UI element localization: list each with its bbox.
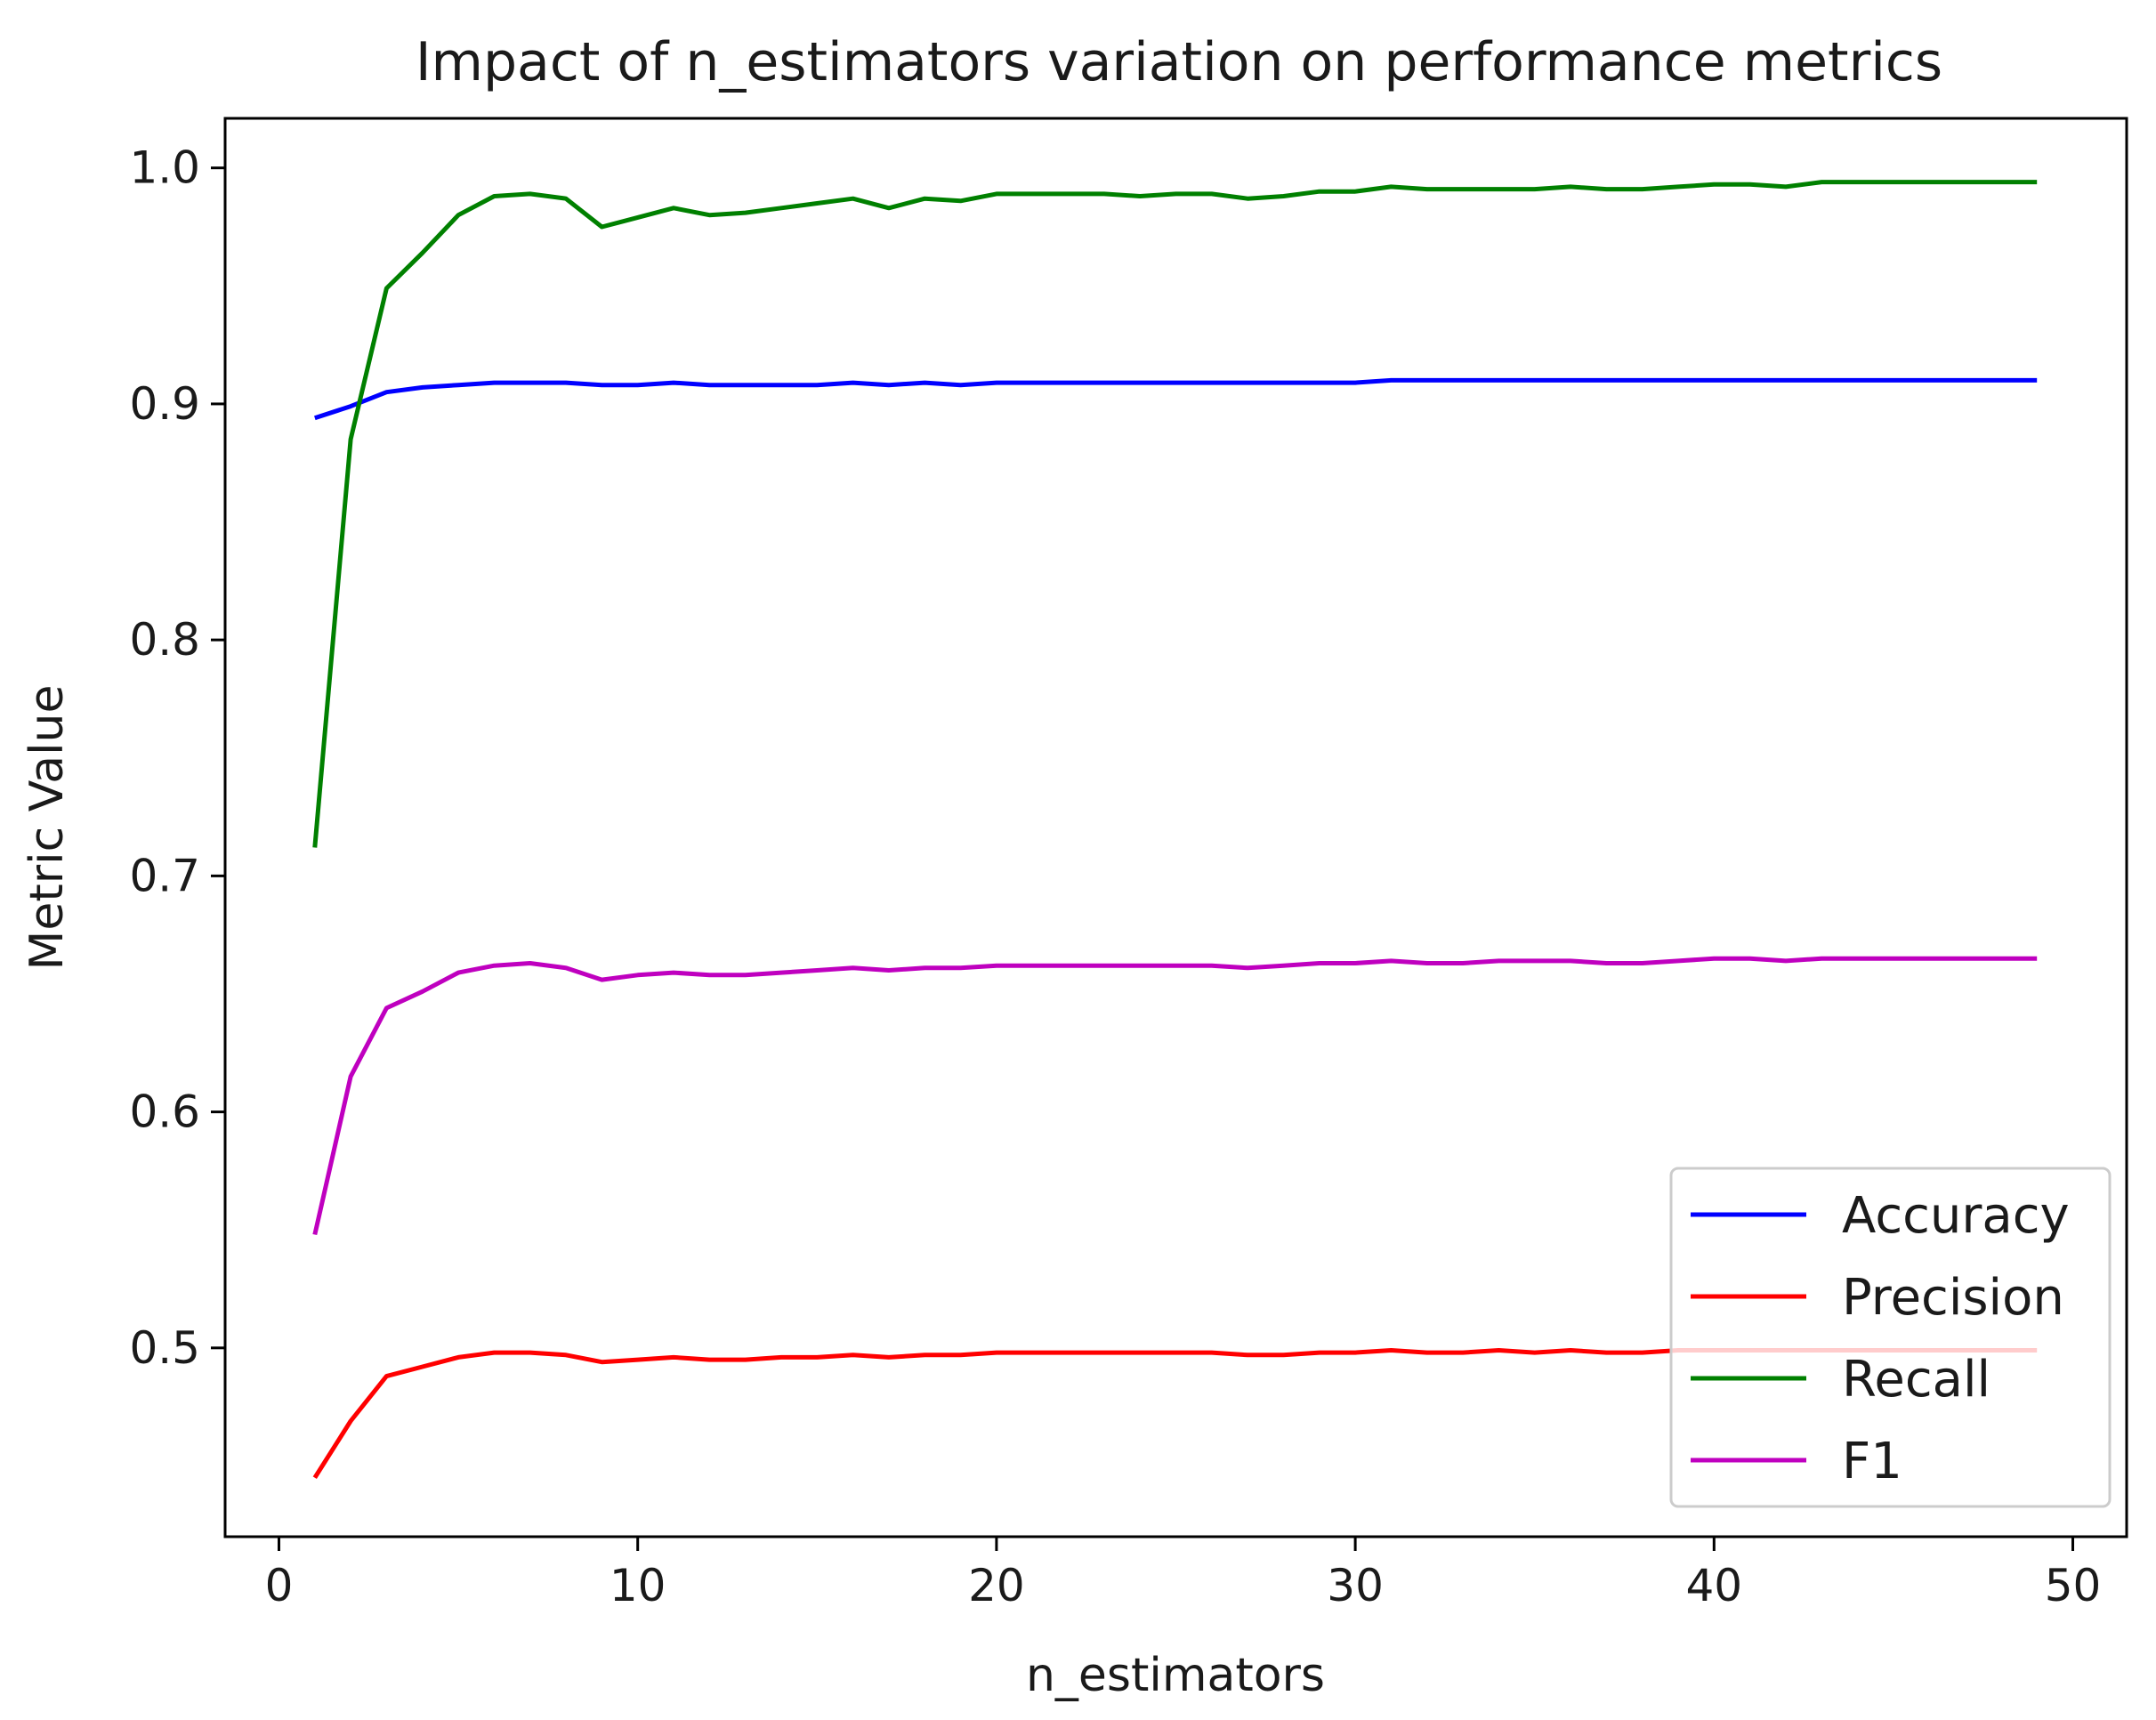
series-line-recall bbox=[312, 180, 2038, 848]
y-axis-ticks: 0.5 0.6 0.7 0.8 0.9 1.0 bbox=[129, 142, 225, 1374]
series-line-f1 bbox=[312, 956, 2038, 1236]
y-tick-label: 0.9 bbox=[129, 378, 200, 430]
legend-item-f1: F1 bbox=[1691, 1433, 1902, 1490]
plot-area-frame bbox=[223, 117, 2128, 1538]
y-tick-label: 0.7 bbox=[129, 850, 200, 901]
legend-label: Recall bbox=[1842, 1351, 1990, 1409]
x-tick-label: 30 bbox=[1327, 1560, 1384, 1611]
legend-item-recall: Recall bbox=[1691, 1351, 1990, 1409]
series-line-accuracy bbox=[314, 377, 2038, 421]
x-axis-label: n_estimators bbox=[1026, 1649, 1325, 1702]
y-tick-label: 0.8 bbox=[129, 614, 200, 666]
legend-label: Precision bbox=[1842, 1269, 2064, 1327]
x-tick-label: 50 bbox=[2045, 1560, 2102, 1611]
x-tick-label: 10 bbox=[610, 1560, 666, 1611]
x-tick-label: 40 bbox=[1685, 1560, 1742, 1611]
y-tick-label: 0.6 bbox=[129, 1086, 200, 1138]
legend-box bbox=[1669, 1167, 2112, 1508]
chart-title: Impact of n_estimators variation on perf… bbox=[416, 31, 1942, 93]
legend: Accuracy Precision Recall F1 bbox=[1669, 1167, 2112, 1508]
legend-item-accuracy: Accuracy bbox=[1691, 1187, 2070, 1245]
legend-items: Accuracy Precision Recall F1 bbox=[1691, 1187, 2070, 1490]
y-tick-label: 1.0 bbox=[129, 142, 200, 194]
y-tick-label: 0.5 bbox=[129, 1322, 200, 1374]
y-axis-label: Metric Value bbox=[20, 685, 74, 971]
x-axis-ticks: 0 10 20 30 40 50 bbox=[265, 1537, 2102, 1611]
legend-label: Accuracy bbox=[1842, 1187, 2070, 1245]
legend-item-precision: Precision bbox=[1691, 1269, 2064, 1327]
x-tick-label: 0 bbox=[265, 1560, 294, 1611]
legend-label: F1 bbox=[1842, 1433, 1902, 1490]
x-tick-label: 20 bbox=[968, 1560, 1025, 1611]
